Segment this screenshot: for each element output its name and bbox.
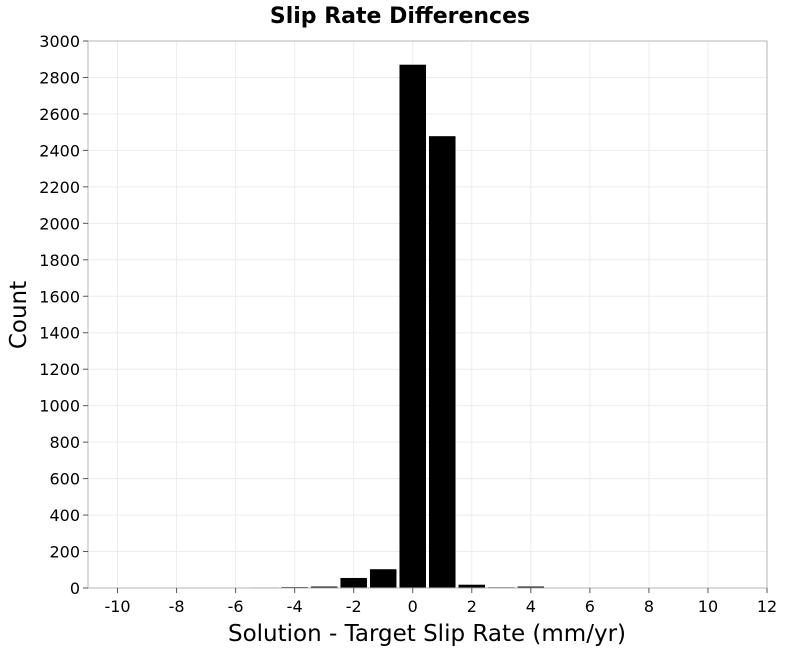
x-tick-label: 8 xyxy=(644,597,654,616)
y-tick-label: 1000 xyxy=(39,397,80,416)
y-axis-ticks: 0 200 400 600 800 1000 1200 1400 1600 1800 2000 220… xyxy=(39,32,88,598)
y-tick-label: 1200 xyxy=(39,360,80,379)
histogram-bar xyxy=(517,586,545,588)
chart-title: Slip Rate Differences xyxy=(270,4,530,29)
y-tick-label: 2400 xyxy=(39,141,80,160)
x-tick-label: -6 xyxy=(228,597,244,616)
y-tick-label: 2600 xyxy=(39,105,80,124)
x-tick-label: 12 xyxy=(757,597,777,616)
plot-frame xyxy=(87,40,768,589)
x-tick-label: -10 xyxy=(104,597,130,616)
histogram-bar xyxy=(429,136,456,589)
histogram-bar xyxy=(369,569,397,588)
x-tick-label: 0 xyxy=(408,597,418,616)
x-tick-label: 4 xyxy=(526,597,536,616)
histogram-bar xyxy=(310,586,338,588)
y-tick-label: 2800 xyxy=(39,68,80,87)
histogram-bar xyxy=(458,584,486,588)
y-tick-label: 2000 xyxy=(39,214,80,233)
x-tick-label: -8 xyxy=(169,597,185,616)
y-tick-label: 1800 xyxy=(39,251,80,270)
y-tick-label: 1400 xyxy=(39,324,80,343)
x-tick-label: 6 xyxy=(585,597,595,616)
y-tick-label: 1600 xyxy=(39,287,80,306)
y-tick-label: 400 xyxy=(49,506,80,525)
x-axis-ticks: -10 -8 -6 -4 -2 0 2 4 6 8 10 12 xyxy=(104,588,777,616)
x-tick-label: 10 xyxy=(698,597,718,616)
histogram-bar xyxy=(399,64,426,589)
y-tick-label: 2200 xyxy=(39,178,80,197)
y-tick-label: 800 xyxy=(49,433,80,452)
y-tick-label: 200 xyxy=(49,543,80,562)
x-tick-label: 2 xyxy=(467,597,477,616)
x-axis-label: Solution - Target Slip Rate (mm/yr) xyxy=(228,621,626,647)
y-tick-label: 3000 xyxy=(39,32,80,51)
y-axis-label: Count xyxy=(6,281,32,349)
y-tick-label: 600 xyxy=(49,470,80,489)
bars xyxy=(104,64,692,589)
grid-lines xyxy=(88,40,768,589)
x-tick-label: -4 xyxy=(287,597,303,616)
histogram-bar xyxy=(340,577,367,588)
x-tick-label: -2 xyxy=(346,597,362,616)
y-tick-label: 0 xyxy=(70,579,80,598)
